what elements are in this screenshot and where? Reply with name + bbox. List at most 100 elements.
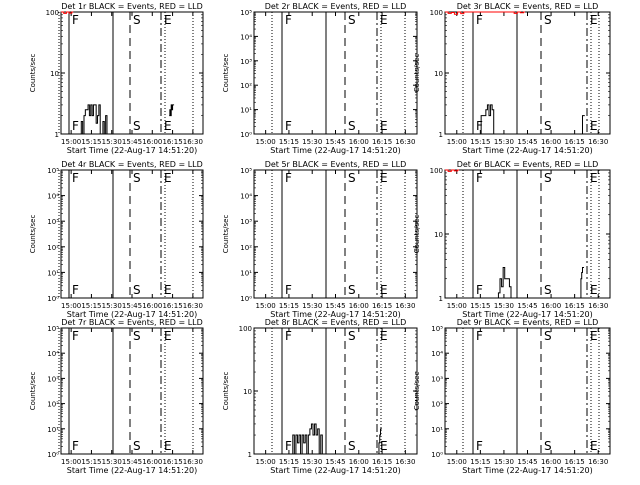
marker-label-bottom-f: F bbox=[72, 119, 79, 133]
marker-label-top-s: S bbox=[133, 13, 141, 27]
marker-label-bottom-e: E bbox=[380, 439, 388, 453]
y-axis-label: Counts/sec bbox=[29, 215, 37, 254]
marker-label-bottom-f: F bbox=[476, 119, 483, 133]
marker-label-top-f: F bbox=[285, 13, 292, 27]
plot-frame bbox=[444, 327, 611, 455]
x-tick-label: 15:45 bbox=[517, 302, 537, 310]
y-tick-label: 10¹ bbox=[240, 269, 252, 277]
x-axis-label: Start Time (22-Aug-17 14:51:20) bbox=[462, 466, 593, 475]
y-tick-label: 10⁰ bbox=[431, 451, 443, 459]
y-tick-label: 100 bbox=[430, 9, 443, 17]
marker-label-bottom-e: E bbox=[164, 283, 172, 297]
x-tick-label: 15:15 bbox=[470, 302, 490, 310]
y-axis-label: Counts/sec bbox=[222, 372, 230, 411]
marker-label-top-f: F bbox=[285, 329, 292, 343]
x-tick-label: 15:45 bbox=[325, 302, 345, 310]
x-tick-label: 15:15 bbox=[81, 138, 101, 146]
y-axis-label: Counts/sec bbox=[29, 372, 37, 411]
x-tick-label: 15:30 bbox=[302, 302, 322, 310]
marker-label-top-e: E bbox=[164, 171, 172, 185]
marker-label-bottom-s: S bbox=[544, 119, 552, 133]
marker-label-bottom-f: F bbox=[285, 439, 292, 453]
marker-label-top-s: S bbox=[348, 329, 356, 343]
x-tick-label: 16:15 bbox=[162, 458, 182, 466]
x-tick-label: 15:45 bbox=[325, 458, 345, 466]
y-tick-label: 10⁴ bbox=[47, 193, 59, 201]
x-tick-label: 16:30 bbox=[395, 302, 415, 310]
marker-label-top-f: F bbox=[476, 171, 483, 185]
marker-label-top-s: S bbox=[544, 171, 552, 185]
marker-label-bottom-e: E bbox=[590, 439, 598, 453]
panel-title: Det 2r BLACK = Events, RED = LLD bbox=[265, 2, 407, 11]
x-tick-label: 16:15 bbox=[372, 138, 392, 146]
y-tick-label: 10 bbox=[434, 70, 443, 78]
panel-det-1: Det 1r BLACK = Events, RED = LLD 1 10 100 15… bbox=[29, 2, 204, 155]
y-tick-label: 10⁴ bbox=[47, 350, 59, 358]
x-tick-label: 16:00 bbox=[349, 458, 369, 466]
y-tick-label: 10 bbox=[243, 388, 252, 396]
events-series-late bbox=[169, 104, 175, 117]
marker-label-top-f: F bbox=[72, 13, 79, 27]
y-axis-label: Counts/sec bbox=[29, 54, 37, 93]
x-tick-label: 16:30 bbox=[183, 302, 203, 310]
marker-label-bottom-s: S bbox=[348, 439, 356, 453]
plot-frame bbox=[253, 169, 418, 299]
x-tick-label: 15:30 bbox=[102, 138, 122, 146]
y-tick-label: 10⁰ bbox=[240, 295, 252, 303]
marker-label-top-s: S bbox=[544, 329, 552, 343]
y-tick-label: 1 bbox=[439, 131, 443, 139]
x-tick-label: 15:00 bbox=[256, 458, 276, 466]
marker-label-top-e: E bbox=[590, 13, 598, 27]
panel-title: Det 4r BLACK = Events, RED = LLD bbox=[61, 160, 203, 169]
x-tick-label: 16:15 bbox=[372, 458, 392, 466]
y-tick-label: 10³ bbox=[47, 375, 59, 383]
marker-label-bottom-s: S bbox=[544, 439, 552, 453]
marker-label-top-e: E bbox=[590, 171, 598, 185]
plot-frame bbox=[444, 11, 611, 135]
x-tick-label: 15:30 bbox=[302, 138, 322, 146]
y-axis-label: Counts/sec bbox=[222, 54, 230, 93]
marker-label-top-e: E bbox=[380, 329, 388, 343]
x-tick-label: 16:30 bbox=[588, 302, 608, 310]
marker-label-bottom-s: S bbox=[133, 119, 141, 133]
x-tick-label: 15:30 bbox=[302, 458, 322, 466]
y-axis-label: Counts/sec bbox=[413, 372, 421, 411]
marker-label-top-e: E bbox=[380, 171, 388, 185]
marker-label-bottom-e: E bbox=[590, 119, 598, 133]
x-tick-label: 15:30 bbox=[494, 138, 514, 146]
x-axis-label: Start Time (22-Aug-17 14:51:20) bbox=[270, 310, 401, 319]
x-axis-label: Start Time (22-Aug-17 14:51:20) bbox=[270, 466, 401, 475]
events-series-late bbox=[580, 266, 584, 299]
marker-label-top-f: F bbox=[476, 329, 483, 343]
panel-det-8: Det 8r BLACK = Events, RED = LLD 1 10 100 15… bbox=[222, 318, 418, 475]
y-tick-label: 10⁵ bbox=[47, 167, 59, 175]
x-tick-label: 16:00 bbox=[142, 138, 162, 146]
marker-label-bottom-f: F bbox=[72, 439, 79, 453]
y-tick-label: 10¹ bbox=[47, 426, 59, 434]
x-axis-label: Start Time (22-Aug-17 14:51:20) bbox=[462, 146, 593, 155]
marker-label-top-e: E bbox=[380, 13, 388, 27]
y-tick-label: 10 bbox=[434, 231, 443, 239]
y-tick-label: 1 bbox=[248, 451, 252, 459]
y-tick-label: 100 bbox=[46, 9, 59, 17]
marker-label-bottom-e: E bbox=[590, 283, 598, 297]
marker-label-top-s: S bbox=[348, 171, 356, 185]
marker-label-bottom-s: S bbox=[133, 439, 141, 453]
y-tick-label: 10² bbox=[47, 244, 59, 252]
y-tick-label: 10⁵ bbox=[240, 9, 252, 17]
x-tick-label: 15:45 bbox=[122, 138, 142, 146]
x-tick-label: 16:15 bbox=[565, 458, 585, 466]
y-tick-label: 1 bbox=[439, 295, 443, 303]
x-tick-label: 16:00 bbox=[142, 458, 162, 466]
events-series bbox=[291, 423, 324, 455]
x-tick-label: 16:00 bbox=[349, 302, 369, 310]
y-tick-label: 10⁰ bbox=[240, 131, 252, 139]
marker-label-bottom-f: F bbox=[476, 439, 483, 453]
x-tick-label: 16:30 bbox=[395, 138, 415, 146]
panel-title: Det 5r BLACK = Events, RED = LLD bbox=[265, 160, 407, 169]
marker-label-top-f: F bbox=[72, 329, 79, 343]
y-tick-label: 10⁵ bbox=[431, 325, 443, 333]
y-tick-label: 10¹ bbox=[47, 269, 59, 277]
y-tick-label: 10⁰ bbox=[47, 451, 59, 459]
y-tick-label: 10⁴ bbox=[240, 193, 252, 201]
